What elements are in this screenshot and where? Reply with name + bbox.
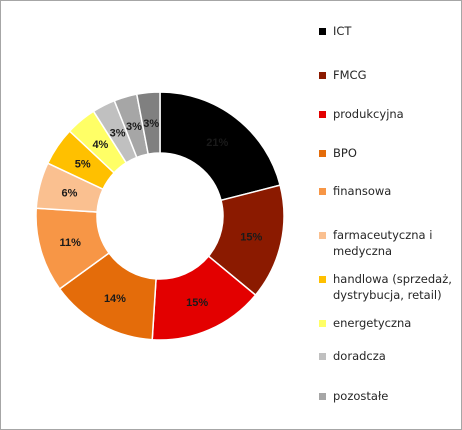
donut-slice-10 (135, 91, 161, 155)
legend-swatch (319, 188, 326, 195)
slice-label-2: 15% (186, 297, 208, 309)
slice-label-6: 5% (75, 158, 91, 170)
slice-label-0: 21% (206, 137, 228, 149)
donut-slices (35, 91, 285, 341)
legend-swatch (319, 353, 326, 360)
legend-swatch (319, 28, 326, 35)
legend-label: FMCG (333, 68, 367, 82)
legend-swatch (319, 320, 326, 327)
legend-label: doradcza (333, 349, 386, 363)
legend-item: FMCG (319, 67, 459, 83)
legend-label: ICT (333, 24, 352, 38)
legend-swatch (319, 150, 326, 157)
legend-label: produkcyjna (333, 107, 404, 121)
slice-label-3: 14% (104, 293, 126, 305)
legend-item: handlowa (sprzedaż, dystrybucja, retail) (319, 271, 459, 303)
slice-label-8: 3% (110, 128, 126, 140)
legend-swatch (319, 276, 326, 283)
legend-item: farmaceutyczna i medyczna (319, 227, 459, 259)
legend-item: produkcyjna (319, 106, 459, 122)
slice-label-4: 11% (60, 237, 82, 249)
slice-label-7: 4% (92, 139, 108, 151)
donut-slice-0 (159, 91, 282, 202)
legend-item: ICT (319, 23, 459, 39)
slice-label-5: 6% (61, 188, 77, 200)
legend-item: pozostałe (319, 388, 459, 404)
legend-label: BPO (333, 146, 357, 160)
legend-item: energetyczna (319, 315, 459, 331)
legend-label: finansowa (333, 184, 392, 198)
legend-item: doradcza (319, 348, 459, 364)
slice-label-10: 3% (143, 118, 159, 130)
legend-item: BPO (319, 145, 459, 161)
slice-label-1: 15% (240, 231, 262, 243)
legend-item: finansowa (319, 183, 459, 199)
slice-label-9: 3% (126, 121, 142, 133)
legend-swatch (319, 232, 326, 239)
legend-label: handlowa (sprzedaż, dystrybucja, retail) (333, 272, 452, 302)
legend-swatch (319, 393, 326, 400)
legend-label: energetyczna (333, 316, 412, 330)
donut-slice-labels: 21%15%15%14%11%6%5%4%3%3% 3% (60, 118, 263, 309)
legend-swatch (319, 111, 326, 118)
legend-label: pozostałe (333, 389, 389, 403)
legend-swatch (319, 72, 326, 79)
legend-label: farmaceutyczna i medyczna (333, 228, 433, 258)
